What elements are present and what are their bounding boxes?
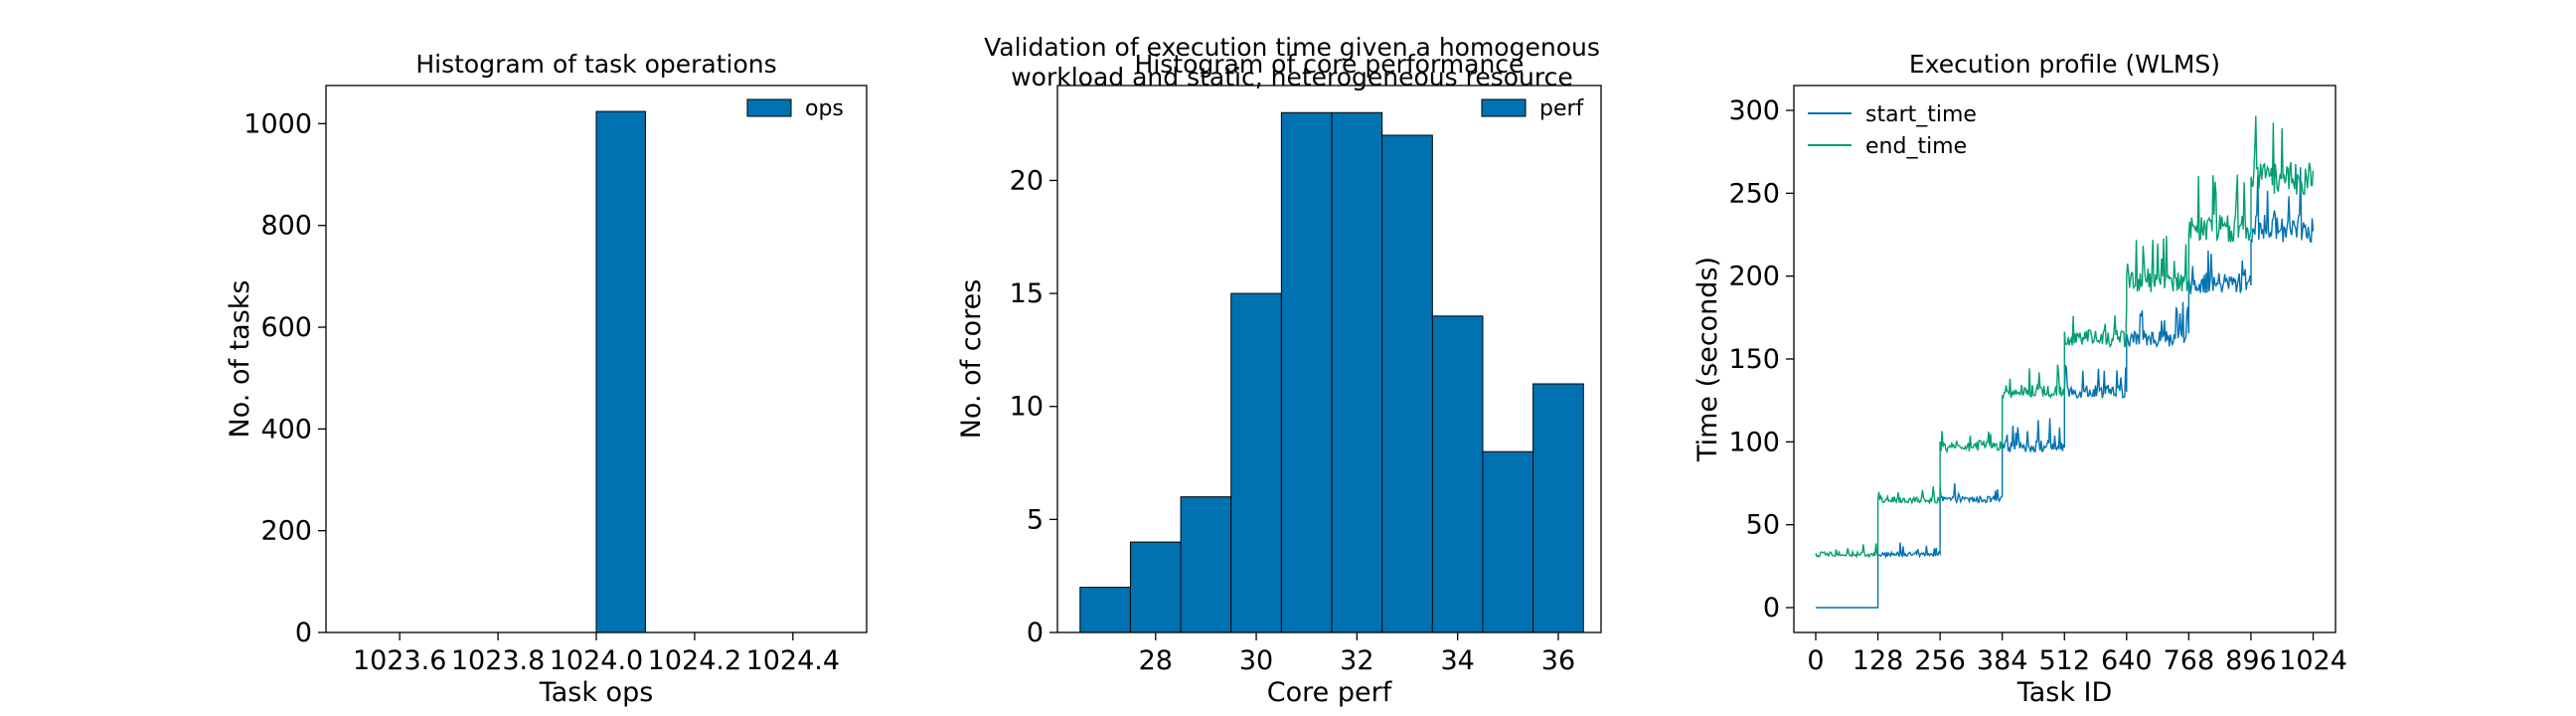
legend-label: start_time [1865,102,1977,127]
plot-frame [1056,85,1602,633]
histogram-bars [595,110,646,633]
legend: ops [746,96,844,121]
x-tick-label: 128 [1852,645,1904,676]
x-tick-label: 256 [1914,645,1966,676]
x-tick-label: 896 [2225,645,2277,676]
subplot-title: Histogram of core performance [1135,50,1525,79]
legend-label: end_time [1865,134,1967,159]
x-tick-label: 32 [1340,645,1373,676]
x-axis-label: Task ops [539,677,654,708]
execution-profile-panel: 0 128 256 384 512 640 768 896 1024 0 50 100 150 200 25… [1692,50,2347,708]
x-tick-label: 28 [1139,645,1173,676]
y-axis-label: No. of cores [956,279,987,440]
histogram-bar [1431,315,1484,633]
figure-title: Validation of execution time given a hom… [984,33,1600,91]
legend-swatch [1481,98,1527,117]
legend-swatch [746,98,792,117]
histogram-bar [1230,292,1282,633]
histogram-bar [1331,111,1383,633]
x-tick-label: 36 [1541,645,1575,676]
x-tick-label: 1023.8 [451,645,545,676]
histogram-bar [1079,587,1131,633]
y-tick-label: 0 [1027,618,1044,648]
y-tick-label: 1000 [243,108,312,139]
y-tick-label: 5 [1027,504,1044,535]
y-tick-label: 50 [1746,510,1780,541]
y-tick-label: 150 [1728,344,1780,375]
y-tick-label: 300 [1728,95,1780,126]
x-tick-label: 1024.2 [648,645,741,676]
y-tick-label: 10 [1010,392,1044,423]
series-line-start-time [1816,167,2315,609]
histogram-bar [1129,541,1182,633]
histogram-bar [1482,450,1534,633]
x-tick-label: 1024 [2279,645,2347,676]
x-tick-label: 30 [1239,645,1273,676]
x-tick-label: 512 [2038,645,2090,676]
histogram-bar [595,110,646,633]
x-axis-label: Core perf [1267,677,1393,708]
subplot-title: Execution profile (WLMS) [1909,50,2220,79]
figure-title-line: Validation of execution time given a hom… [984,33,1600,62]
y-axis-label: No. of tasks [225,280,255,439]
y-tick-label: 200 [260,516,312,547]
x-tick-label: 768 [2164,645,2215,676]
series-line-end-time [1815,115,2315,559]
figure-title-line: workload and static, heterogeneous resou… [1011,63,1573,91]
y-tick-label: 15 [1010,278,1044,309]
histogram-bar [1381,134,1433,633]
subplot-title: Histogram of task operations [415,50,776,79]
y-tick-label: 0 [295,618,312,648]
y-tick-label: 250 [1728,178,1780,209]
legend: perf [1481,96,1585,121]
x-tick-label: 640 [2101,645,2153,676]
legend: start_time end_time [1808,102,1977,159]
core-perf-histogram-panel: 28 30 32 34 36 0 5 10 15 20 Core perf No. of cores H… [956,50,1602,708]
x-tick-label: 1023.6 [353,645,446,676]
legend-label: perf [1539,96,1585,121]
y-tick-label: 600 [260,312,312,343]
x-tick-label: 384 [1977,645,2028,676]
series-lines [1815,115,2315,609]
y-tick-label: 400 [260,414,312,445]
y-tick-label: 20 [1010,165,1044,196]
histogram-bars [1079,111,1584,633]
y-axis-label: Time (seconds) [1692,257,1723,462]
x-tick-label: 1024.0 [550,645,643,676]
ops-histogram-panel: 1023.6 1023.8 1024.0 1024.2 1024.4 0 200 400 600… [225,50,868,708]
histogram-bar [1180,496,1232,633]
y-tick-label: 100 [1728,427,1780,457]
x-tick-label: 34 [1440,645,1474,676]
legend-label: ops [805,96,844,121]
y-tick-label: 800 [260,211,312,242]
x-tick-label: 0 [1807,645,1824,676]
y-tick-label: 0 [1763,593,1780,624]
histogram-bar [1532,383,1584,633]
histogram-bar [1280,111,1333,633]
x-tick-label: 1024.4 [746,645,840,676]
y-tick-label: 200 [1728,262,1780,292]
x-axis-label: Task ID [2016,677,2113,708]
